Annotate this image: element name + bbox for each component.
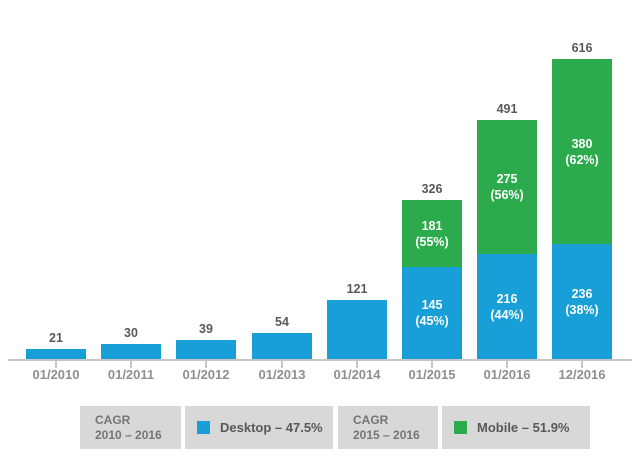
bar-01-2016-mobile-segment xyxy=(477,120,537,254)
x-label-01-2011: 01/2011 xyxy=(107,367,155,382)
mobile-value: 380 xyxy=(571,136,593,151)
bar-01-2015-desktop-segment xyxy=(402,267,462,359)
total-label-01-2013: 54 xyxy=(275,315,289,329)
bar-01-2010-desktop-segment xyxy=(26,349,86,359)
legend-cagr-desktop: CAGR 2010 – 2016 xyxy=(80,406,181,449)
mobile-percent: (56%) xyxy=(490,188,524,202)
x-label-01-2010: 01/2010 xyxy=(32,367,80,382)
legend-cagr-mobile-range: 2015 – 2016 xyxy=(353,427,420,442)
tick-01-2012 xyxy=(205,361,207,368)
tick-01-2014 xyxy=(356,361,358,368)
bar-12-2016-mobile-segment xyxy=(552,59,612,244)
desktop-value: 145 xyxy=(421,298,443,312)
desktop-percent: (38%) xyxy=(565,302,599,317)
x-label-01-2016: 01/2016 xyxy=(483,367,531,382)
desktop-value: 216 xyxy=(496,291,518,306)
bar-12-2016-desktop-segment xyxy=(552,244,612,359)
tick-01-2011 xyxy=(130,361,132,368)
mobile-percent: (62%) xyxy=(565,152,599,167)
legend-item-mobile-label: Mobile – 51.9% xyxy=(477,420,570,435)
legend-item-desktop: Desktop – 47.5% xyxy=(185,406,333,449)
tick-01-2010 xyxy=(55,361,57,368)
total-label-01-2016: 491 xyxy=(496,102,518,116)
mobile-percent: (55%) xyxy=(415,234,449,249)
bar-01-2012-desktop-segment xyxy=(176,340,236,359)
bar-12-2016-desktop-label: 236 (38%) xyxy=(552,244,612,359)
total-label-01-2010: 21 xyxy=(49,331,63,345)
bar-01-2014-desktop-segment xyxy=(327,300,387,359)
bar-01-2015-desktop-label: 145 (45%) xyxy=(402,267,462,359)
total-label-01-2012: 39 xyxy=(199,322,213,336)
mobile-swatch-icon xyxy=(454,421,467,434)
bar-01-2015-mobile-label: 181 (55%) xyxy=(402,200,462,267)
x-label-01-2012: 01/2012 xyxy=(182,367,230,382)
bar-01-2016-desktop-segment xyxy=(477,254,537,359)
x-label-12-2016: 12/2016 xyxy=(558,367,606,382)
x-axis-line xyxy=(8,359,632,361)
x-label-01-2015: 01/2015 xyxy=(408,367,456,382)
desktop-percent: (45%) xyxy=(415,314,449,328)
desktop-percent: (44%) xyxy=(490,307,524,322)
legend-cagr-desktop-title: CAGR xyxy=(95,412,131,427)
tick-01-2016 xyxy=(506,361,508,368)
legend-item-mobile: Mobile – 51.9% xyxy=(442,406,590,449)
legend-cagr-mobile: CAGR 2015 – 2016 xyxy=(338,406,438,449)
tick-12-2016 xyxy=(581,361,583,368)
bar-01-2013-desktop-segment xyxy=(252,333,312,359)
mobile-value: 181 xyxy=(421,218,443,233)
total-label-12-2016: 616 xyxy=(571,41,593,55)
legend-item-desktop-label: Desktop – 47.5% xyxy=(220,420,323,435)
total-label-01-2014: 121 xyxy=(346,282,368,296)
x-label-01-2014: 01/2014 xyxy=(333,367,381,382)
total-label-01-2015: 326 xyxy=(421,182,443,196)
desktop-swatch-icon xyxy=(197,421,210,434)
bar-01-2016-desktop-label: 216 (44%) xyxy=(477,254,537,359)
total-label-01-2011: 30 xyxy=(124,326,138,340)
bar-01-2015-mobile-segment xyxy=(402,200,462,267)
x-label-01-2013: 01/2013 xyxy=(258,367,306,382)
desktop-value: 236 xyxy=(571,286,593,301)
tick-01-2015 xyxy=(431,361,433,368)
bar-01-2016-mobile-label: 275 (56%) xyxy=(477,120,537,254)
tick-01-2013 xyxy=(281,361,283,368)
bar-12-2016-mobile-label: 380 (62%) xyxy=(552,59,612,244)
legend-cagr-mobile-title: CAGR xyxy=(353,412,389,427)
legend-cagr-desktop-range: 2010 – 2016 xyxy=(95,427,162,442)
mobile-value: 275 xyxy=(496,172,518,186)
bar-01-2011-desktop-segment xyxy=(101,344,161,359)
